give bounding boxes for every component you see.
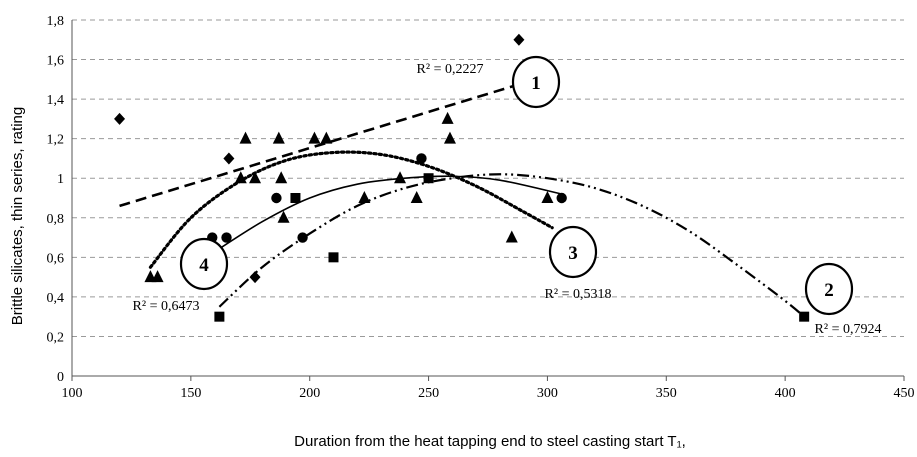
trendline-2 [218, 173, 805, 318]
series-label-circle-1 [511, 55, 561, 109]
trendline-3 [211, 175, 562, 255]
x-tick-label: 200 [299, 386, 320, 401]
x-tick-label: 150 [180, 386, 201, 401]
series-label-3: 3 [568, 243, 578, 264]
diamond-point [513, 33, 525, 46]
square-point [799, 311, 810, 322]
y-tick-label: 1,6 [47, 54, 65, 69]
triangle-point [410, 191, 423, 203]
data-points [114, 33, 810, 322]
triangle-point [394, 171, 407, 184]
y-tick-label: 0 [57, 370, 64, 385]
trendline-4 [148, 150, 554, 269]
x-tick-label: 350 [656, 386, 677, 401]
y-tick-label: 1,2 [47, 133, 65, 148]
triangle-point [277, 210, 290, 223]
series-label-circle-4 [179, 237, 229, 291]
triangle-point [308, 131, 321, 144]
triangle-point [505, 230, 518, 243]
triangle-point [234, 171, 247, 184]
triangle-point [239, 131, 252, 144]
series-label-circle-3 [548, 225, 598, 279]
square-point [423, 173, 434, 184]
circle-point [416, 153, 427, 164]
triangle-point [541, 191, 554, 203]
triangle-point [358, 191, 371, 203]
x-tick-label: 450 [894, 386, 915, 401]
square-point [290, 193, 301, 203]
square-point [328, 252, 339, 263]
x-tick-label: 100 [62, 386, 83, 401]
triangle-point [320, 131, 333, 144]
y-tick-label: 1,8 [47, 14, 65, 29]
triangle-point [443, 131, 456, 144]
x-axis-label: Duration from the heat tapping end to st… [294, 433, 686, 450]
triangle-point [441, 111, 454, 124]
diamond-point [249, 271, 261, 284]
diamond-point [114, 112, 126, 125]
diamond-point [223, 152, 235, 165]
y-tick-label: 0,6 [47, 251, 65, 266]
y-tick-label: 1,4 [47, 93, 65, 108]
circle-point [271, 192, 282, 204]
x-tick-label: 400 [775, 386, 796, 401]
r-squared-label-4: R² = 0,6473 [133, 299, 200, 314]
y-tick-label: 0,2 [47, 330, 65, 345]
axes [71, 20, 905, 381]
square-point [214, 311, 225, 322]
triangle-point [272, 131, 285, 144]
triangle-point [275, 171, 288, 184]
x-tick-label: 300 [537, 386, 558, 401]
trendline-1 [119, 78, 536, 208]
series-label-2: 2 [824, 280, 834, 301]
triangle-point [249, 171, 262, 184]
series-label-circle-2 [804, 262, 854, 316]
r-squared-label-3: R² = 0,5318 [545, 287, 612, 302]
y-axis-label: Brittle silicates, thin series, rating [9, 107, 26, 325]
circle-point [221, 232, 232, 243]
annotations: 1 R² = 0,2227 2 R² = 0,7924 3 R² = 0,5318 4 R² … [133, 55, 882, 337]
r-squared-label-2: R² = 0,7924 [815, 322, 882, 337]
y-tick-label: 0,8 [47, 212, 65, 227]
series-label-4: 4 [199, 255, 209, 276]
circle-point [297, 232, 308, 243]
series-label-1: 1 [531, 73, 541, 94]
r-squared-label-1: R² = 0,2227 [417, 62, 484, 77]
y-tick-label: 1 [57, 172, 64, 187]
tick-labels: 0 0,2 0,4 0,6 0,8 1 1,2 1,4 1,6 1,8 100 150 200 250 30… [47, 14, 915, 401]
triangle-point [151, 270, 164, 283]
trendlines [119, 78, 805, 318]
circle-point [556, 192, 567, 204]
x-tick-label: 250 [418, 386, 439, 401]
y-tick-label: 0,4 [47, 291, 65, 306]
